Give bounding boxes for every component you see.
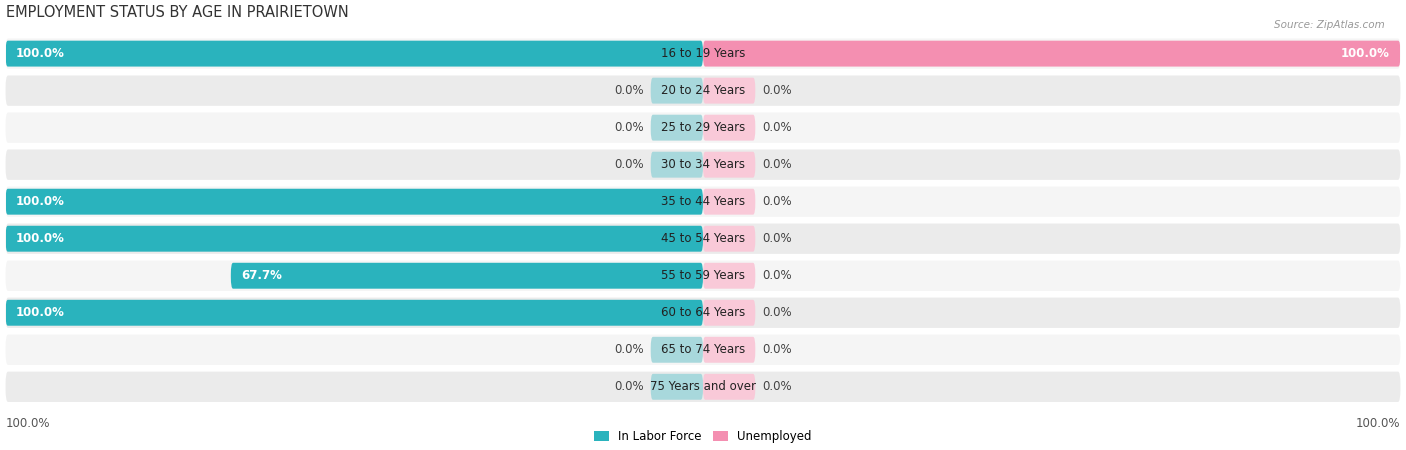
Text: 100.0%: 100.0% — [15, 47, 65, 60]
FancyBboxPatch shape — [6, 40, 703, 67]
FancyBboxPatch shape — [703, 374, 755, 400]
FancyBboxPatch shape — [6, 372, 1400, 402]
Text: 0.0%: 0.0% — [762, 121, 792, 134]
FancyBboxPatch shape — [703, 115, 755, 140]
FancyBboxPatch shape — [6, 226, 703, 252]
FancyBboxPatch shape — [703, 40, 1400, 67]
Text: 0.0%: 0.0% — [614, 84, 644, 97]
Text: 45 to 54 Years: 45 to 54 Years — [661, 232, 745, 245]
Text: 30 to 34 Years: 30 to 34 Years — [661, 158, 745, 171]
FancyBboxPatch shape — [703, 337, 755, 363]
FancyBboxPatch shape — [231, 263, 703, 289]
Text: 35 to 44 Years: 35 to 44 Years — [661, 195, 745, 208]
Text: 0.0%: 0.0% — [614, 380, 644, 393]
FancyBboxPatch shape — [651, 374, 703, 400]
FancyBboxPatch shape — [6, 335, 1400, 365]
Text: 55 to 59 Years: 55 to 59 Years — [661, 269, 745, 282]
Text: 0.0%: 0.0% — [762, 158, 792, 171]
FancyBboxPatch shape — [703, 226, 755, 252]
Text: 0.0%: 0.0% — [762, 232, 792, 245]
Text: 0.0%: 0.0% — [762, 195, 792, 208]
FancyBboxPatch shape — [6, 224, 1400, 254]
Text: 100.0%: 100.0% — [1341, 47, 1391, 60]
Text: 20 to 24 Years: 20 to 24 Years — [661, 84, 745, 97]
Text: EMPLOYMENT STATUS BY AGE IN PRAIRIETOWN: EMPLOYMENT STATUS BY AGE IN PRAIRIETOWN — [6, 4, 349, 19]
Text: 65 to 74 Years: 65 to 74 Years — [661, 343, 745, 356]
Text: 25 to 29 Years: 25 to 29 Years — [661, 121, 745, 134]
Text: 100.0%: 100.0% — [15, 232, 65, 245]
FancyBboxPatch shape — [6, 76, 1400, 106]
Text: 0.0%: 0.0% — [762, 269, 792, 282]
Text: 0.0%: 0.0% — [614, 121, 644, 134]
Text: 0.0%: 0.0% — [614, 343, 644, 356]
Text: 16 to 19 Years: 16 to 19 Years — [661, 47, 745, 60]
Text: 100.0%: 100.0% — [15, 195, 65, 208]
Text: 75 Years and over: 75 Years and over — [650, 380, 756, 393]
Text: 60 to 64 Years: 60 to 64 Years — [661, 306, 745, 319]
FancyBboxPatch shape — [6, 186, 1400, 217]
FancyBboxPatch shape — [703, 189, 755, 215]
FancyBboxPatch shape — [6, 300, 703, 326]
FancyBboxPatch shape — [651, 78, 703, 104]
FancyBboxPatch shape — [703, 152, 755, 178]
Text: 100.0%: 100.0% — [1355, 417, 1400, 430]
FancyBboxPatch shape — [6, 112, 1400, 143]
FancyBboxPatch shape — [703, 263, 755, 289]
Text: 100.0%: 100.0% — [15, 306, 65, 319]
FancyBboxPatch shape — [6, 189, 703, 215]
Text: Source: ZipAtlas.com: Source: ZipAtlas.com — [1274, 20, 1385, 30]
FancyBboxPatch shape — [651, 337, 703, 363]
FancyBboxPatch shape — [6, 149, 1400, 180]
FancyBboxPatch shape — [6, 261, 1400, 291]
Text: 0.0%: 0.0% — [614, 158, 644, 171]
Text: 0.0%: 0.0% — [762, 306, 792, 319]
Text: 0.0%: 0.0% — [762, 343, 792, 356]
FancyBboxPatch shape — [6, 38, 1400, 69]
Text: 0.0%: 0.0% — [762, 380, 792, 393]
FancyBboxPatch shape — [6, 297, 1400, 328]
FancyBboxPatch shape — [651, 152, 703, 178]
FancyBboxPatch shape — [703, 300, 755, 326]
Text: 67.7%: 67.7% — [242, 269, 283, 282]
Legend: In Labor Force, Unemployed: In Labor Force, Unemployed — [589, 425, 817, 447]
Text: 0.0%: 0.0% — [762, 84, 792, 97]
FancyBboxPatch shape — [703, 78, 755, 104]
Text: 100.0%: 100.0% — [6, 417, 51, 430]
FancyBboxPatch shape — [651, 115, 703, 140]
